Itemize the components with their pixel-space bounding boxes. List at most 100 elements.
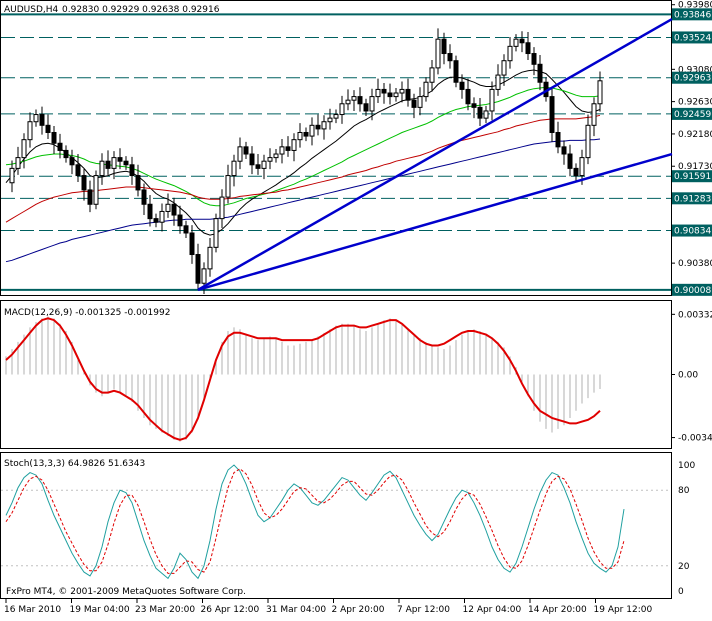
- price-level-label-bg: [672, 71, 712, 84]
- candle-body: [51, 131, 57, 144]
- chart-header-symbol: AUDUSD,H4: [4, 5, 59, 15]
- candle-body: [177, 214, 183, 227]
- candle-body: [411, 99, 417, 108]
- candle-body: [291, 139, 297, 151]
- candle-body: [159, 210, 165, 223]
- time-tick-label: 19 Apr 12:00: [594, 605, 653, 615]
- candle-body: [507, 45, 513, 62]
- candle-body: [381, 88, 387, 94]
- candle-body: [189, 232, 195, 256]
- price-level-label: 0.91591: [674, 172, 711, 182]
- candle-body: [501, 60, 507, 76]
- candle-body: [267, 157, 273, 162]
- time-tick-label: 2 Apr 20:00: [332, 605, 385, 615]
- candle-body: [459, 81, 465, 90]
- candle-body: [273, 153, 279, 159]
- moving-average-line: [5, 114, 601, 223]
- candle-body: [489, 88, 495, 112]
- time-tick-label: 31 Mar 04:00: [266, 605, 326, 615]
- candle-body: [69, 157, 75, 166]
- candle-body: [87, 189, 93, 205]
- price-tick-label: 0.93080: [678, 65, 712, 75]
- price-level-label: 0.90008: [674, 286, 711, 296]
- candle-body: [483, 110, 489, 119]
- candle-body: [297, 131, 303, 141]
- candle-body: [309, 124, 315, 137]
- stoch-tick-label: 80: [678, 486, 690, 496]
- candle-body: [39, 114, 45, 126]
- candle-body: [555, 131, 561, 148]
- candle-body: [531, 53, 537, 65]
- candle-body: [567, 153, 573, 169]
- candle-body: [303, 131, 309, 137]
- candle-body: [537, 63, 543, 83]
- price-tick-label: 0.90380: [678, 259, 712, 269]
- macd-indicator: 0.00332 0.00 -0.00348: [5, 310, 712, 444]
- candle-body: [453, 60, 459, 83]
- candle-body: [585, 124, 591, 159]
- candle-body: [27, 121, 33, 141]
- candle-body: [339, 103, 345, 116]
- stoch-tick-label: 0: [678, 587, 684, 597]
- candle-body: [123, 160, 129, 166]
- price-level-label-bg: [672, 107, 712, 120]
- candle-body: [387, 92, 393, 98]
- candle-body: [213, 218, 219, 248]
- stoch-title: Stoch(13,3,3) 64.9826 51.6343: [4, 459, 145, 469]
- candle-body: [399, 88, 405, 94]
- candle-body: [243, 146, 249, 155]
- candle-body: [195, 254, 201, 284]
- candle-body: [351, 96, 357, 101]
- candle-body: [117, 157, 123, 162]
- candle-body: [423, 81, 429, 98]
- price-level-label-bg: [672, 283, 712, 296]
- candle-body: [21, 139, 27, 159]
- candle-body: [153, 218, 159, 223]
- price-level-labels: 0.93846 0.93524 0.92963 0.92459 0.91591 0.912…: [672, 8, 712, 296]
- candle-body: [63, 149, 69, 159]
- candle-body: [465, 88, 471, 105]
- candle-body: [201, 268, 207, 284]
- candle-body: [165, 203, 171, 212]
- candle-body: [345, 99, 351, 105]
- candle-body: [393, 92, 399, 98]
- candle-body: [369, 96, 375, 112]
- candle-body: [417, 96, 423, 108]
- candle-body: [441, 38, 447, 55]
- chart-header-ohlc: 0.92830 0.92929 0.92638 0.92916: [62, 5, 220, 15]
- candle-body: [357, 96, 363, 105]
- candle-body: [261, 160, 267, 169]
- candle-body: [477, 106, 483, 119]
- candle-body: [327, 117, 333, 123]
- candle-body: [579, 157, 585, 177]
- macd-tick-label: 0.00: [678, 371, 698, 381]
- candle-body: [9, 167, 15, 184]
- price-level-label-bg: [672, 31, 712, 44]
- price-level-label: 0.93524: [674, 33, 711, 43]
- candle-body: [471, 103, 477, 108]
- candle-body: [129, 164, 135, 177]
- moving-average-line: [5, 86, 601, 207]
- stoch-tick-label: 20: [678, 562, 690, 572]
- candle-body: [255, 164, 261, 169]
- stoch-signal-line: [5, 468, 625, 574]
- candle-body: [147, 203, 153, 220]
- candle-body: [99, 160, 105, 177]
- candle-body: [15, 157, 21, 169]
- candles: [9, 28, 603, 294]
- candle-body: [249, 153, 255, 166]
- price-level-label-bg: [672, 192, 712, 205]
- price-tick-label: 0.92180: [678, 130, 712, 140]
- candle-body: [93, 175, 99, 205]
- candle-body: [285, 146, 291, 151]
- moving-averages: [5, 69, 601, 263]
- time-tick-label: 14 Apr 20:00: [528, 605, 587, 615]
- price-tick-label: 0.91730: [678, 162, 712, 172]
- candle-body: [219, 196, 225, 220]
- time-tick-label: 26 Apr 12:00: [201, 605, 260, 615]
- candle-body: [75, 164, 81, 177]
- candle-body: [231, 160, 237, 177]
- price-level-label-bg: [672, 170, 712, 183]
- price-level-label: 0.90834: [674, 227, 711, 237]
